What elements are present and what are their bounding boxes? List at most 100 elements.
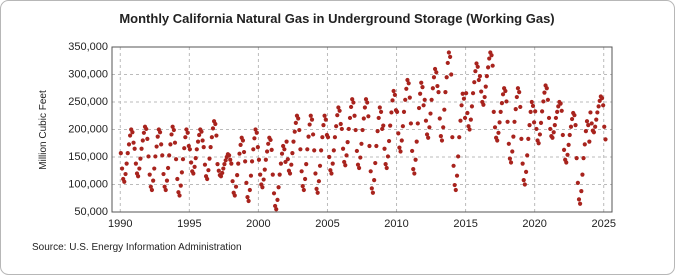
point xyxy=(184,127,189,132)
point xyxy=(283,159,288,165)
point xyxy=(336,105,341,110)
point xyxy=(514,94,519,100)
point xyxy=(411,167,416,172)
point xyxy=(561,147,567,152)
point xyxy=(270,172,275,177)
point xyxy=(544,86,549,91)
point xyxy=(552,123,557,128)
point xyxy=(498,109,503,114)
y-axis-label: Million Cubic Feet xyxy=(38,90,49,170)
point xyxy=(428,111,433,116)
source-note: Source: U.S. Energy Information Administ… xyxy=(32,242,242,253)
point xyxy=(588,110,593,115)
point xyxy=(133,161,138,166)
point xyxy=(521,178,526,183)
point xyxy=(487,56,492,61)
point xyxy=(207,156,212,161)
point xyxy=(397,145,402,150)
point xyxy=(434,70,439,75)
point xyxy=(391,88,396,94)
point xyxy=(299,169,304,174)
point xyxy=(139,146,144,151)
point xyxy=(401,109,407,114)
point xyxy=(593,124,598,129)
point xyxy=(237,151,242,156)
point xyxy=(373,160,378,166)
point xyxy=(255,145,260,150)
point xyxy=(177,193,182,198)
point xyxy=(568,124,574,129)
point xyxy=(361,116,366,121)
point xyxy=(317,163,323,168)
y-tick-label: 100,000 xyxy=(68,178,108,190)
point xyxy=(215,162,220,167)
point xyxy=(576,197,582,202)
point xyxy=(329,171,334,176)
point xyxy=(408,121,413,126)
point xyxy=(127,133,133,138)
point xyxy=(518,104,523,110)
point xyxy=(555,109,560,114)
point xyxy=(503,88,508,94)
point xyxy=(331,148,336,153)
point xyxy=(540,109,545,114)
point xyxy=(599,96,605,101)
point xyxy=(390,98,395,103)
point xyxy=(347,115,353,121)
point xyxy=(392,92,397,97)
x-tick-label: 2005 xyxy=(315,218,339,230)
point xyxy=(271,191,277,196)
point xyxy=(167,153,172,158)
point xyxy=(260,185,265,190)
point xyxy=(546,115,552,121)
point xyxy=(580,172,585,177)
point xyxy=(375,129,380,134)
point xyxy=(412,171,417,176)
point xyxy=(319,148,324,153)
point xyxy=(126,142,132,147)
point xyxy=(220,170,225,176)
point xyxy=(579,189,584,194)
point xyxy=(508,160,514,165)
point xyxy=(589,121,594,126)
point xyxy=(381,123,386,128)
point xyxy=(372,178,377,183)
point xyxy=(356,165,362,171)
point xyxy=(454,173,460,178)
point xyxy=(499,101,505,106)
point xyxy=(227,153,232,158)
point xyxy=(246,198,251,204)
point xyxy=(249,159,255,164)
point xyxy=(229,161,234,166)
point xyxy=(154,144,159,149)
point xyxy=(506,141,511,146)
point xyxy=(298,147,303,152)
point xyxy=(413,157,418,162)
point xyxy=(209,135,214,140)
point xyxy=(481,102,486,107)
point xyxy=(601,103,606,108)
plot-border xyxy=(111,46,613,213)
point xyxy=(355,162,361,167)
x-tick-label: 2020 xyxy=(522,218,546,230)
point xyxy=(169,132,174,137)
point xyxy=(344,153,349,158)
point xyxy=(460,91,465,96)
point xyxy=(595,110,600,115)
point xyxy=(175,176,180,182)
point xyxy=(291,139,296,144)
point xyxy=(140,138,145,143)
point xyxy=(370,190,376,195)
point xyxy=(511,134,516,139)
point xyxy=(427,125,432,130)
point xyxy=(465,110,470,116)
x-tick-label: 2000 xyxy=(246,218,270,230)
point xyxy=(594,117,599,122)
point xyxy=(206,168,211,173)
point xyxy=(284,139,289,144)
point xyxy=(180,157,186,162)
point xyxy=(505,119,510,124)
point xyxy=(178,183,183,188)
point xyxy=(362,105,368,110)
point xyxy=(603,137,608,142)
